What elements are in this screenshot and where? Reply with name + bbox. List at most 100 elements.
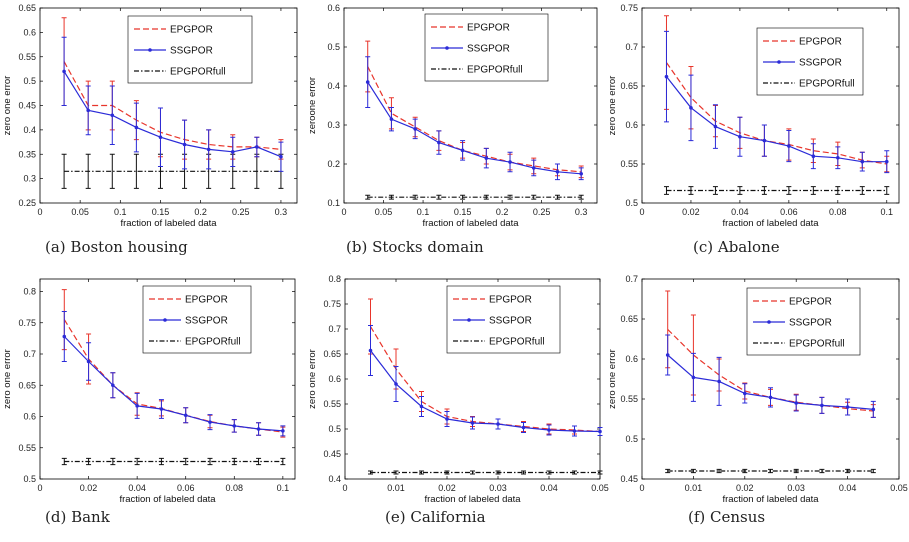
data-point [437,140,441,145]
data-point [158,135,163,139]
error-bar [578,194,584,200]
y-tick-label: 0.5 [625,198,638,208]
error-bar [819,468,825,474]
legend-marker [467,318,471,322]
x-tick-label: 0.1 [881,207,894,217]
legend: EPGPOR SSGPOR EPGPORfull [756,27,864,96]
legend-entry: EPGPOR [185,295,228,306]
x-axis-label: fraction of labeled data [120,218,217,229]
error-bar [110,457,116,466]
x-tick-label: 0.15 [152,207,170,217]
error-bar [412,194,418,200]
data-point [394,382,398,386]
y-tick-label: 0.6 [23,412,36,422]
data-point [62,334,67,339]
y-axis-label: zero one error [607,349,618,409]
legend-entry: SSGPOR [799,58,842,69]
x-tick-label: 0.2 [496,207,509,217]
y-tick-label: 0.35 [18,149,36,159]
x-tick-label: 0.02 [682,207,700,217]
series-epgporfull [368,470,603,475]
series-ssgpor [365,56,584,181]
x-tick-label: 0 [37,483,42,493]
x-axis-label: fraction of labeled data [119,494,216,505]
y-tick-label: 0.1 [327,198,340,208]
x-tick-label: 0.02 [438,483,456,493]
y-tick-label: 0.2 [327,159,340,169]
x-tick-label: 0.2 [194,207,207,217]
y-axis-label: zero one error [607,76,618,136]
series-epgporfull [61,457,286,466]
data-point [665,353,670,357]
legend: EPGPOR SSGPOR EPGPORfull [127,15,253,84]
legend-entry: EPGPORfull [170,67,226,78]
y-tick-label: 0.8 [23,287,36,297]
error-bar [134,457,140,466]
chart-census: 0 0.01 0.02 0.03 0.04 0.05 0.45 0.5 0.55 0.6 0.65 0… [605,270,909,505]
caption-stocks-domain: (b) Stocks domain [346,238,484,256]
y-tick-label: 0.75 [323,299,341,309]
error-bar [158,457,164,466]
series-ssgpor [61,311,286,437]
data-point [508,160,512,164]
data-point [255,145,259,149]
caption-bank: (d) Bank [45,508,110,526]
y-tick-label: 0.5 [625,434,638,444]
y-tick-label: 0.45 [18,101,36,111]
series-line [63,71,282,158]
x-axis-label: fraction of labeled data [722,218,819,229]
x-tick-label: 0.25 [533,207,551,217]
error-bar [716,468,722,474]
x-tick-label: 0.3 [275,207,288,217]
y-axis-label: zero one error [2,349,13,409]
legend: EPGPOR SSGPOR EPGPORfull [746,287,861,356]
data-point [598,429,602,434]
x-tick-label: 0.03 [489,483,507,493]
chart-svg: 0 0.05 0.1 0.15 0.2 0.25 0.3 0.25 0.3 0.35 0.4 0.45… [2,3,298,229]
error-bar [231,457,237,466]
data-point [547,428,551,432]
series-ssgpor [368,325,603,437]
error-bar [572,470,577,475]
error-bar [737,186,743,195]
y-tick-label: 0.55 [620,394,638,404]
data-point [182,142,187,147]
legend-marker [777,60,781,64]
y-tick-label: 0.4 [328,474,341,484]
y-tick-label: 0.5 [328,424,341,434]
series-line [63,336,283,432]
error-bar [444,470,450,475]
series-line [666,62,887,165]
x-tick-label: 0 [639,207,644,217]
x-tick-label: 0.1 [417,207,430,217]
legend-box [446,285,561,354]
data-point [208,420,212,424]
x-tick-label: 0.04 [540,483,558,493]
data-point [664,74,669,79]
data-point [871,407,876,412]
data-point [62,69,66,74]
data-point [717,379,721,384]
error-bar [393,470,399,475]
error-bar [870,468,876,474]
series-ssgpor [61,36,284,172]
data-point [86,359,91,364]
x-tick-label: 0.03 [787,483,805,493]
data-point [743,391,747,396]
error-bar [665,468,671,474]
data-point [279,154,283,159]
error-bar [207,457,213,466]
y-tick-label: 0.25 [18,198,36,208]
y-tick-label: 0.6 [328,374,341,384]
y-tick-label: 0.7 [625,42,638,52]
y-tick-label: 0.7 [625,274,638,284]
series-epgporfull [365,194,584,200]
x-tick-label: 0.04 [839,483,857,493]
error-bar [86,457,92,466]
data-point [811,154,816,158]
x-tick-label: 0.02 [80,483,98,493]
data-point [768,395,773,400]
error-bar [690,468,696,474]
data-point [230,150,235,154]
